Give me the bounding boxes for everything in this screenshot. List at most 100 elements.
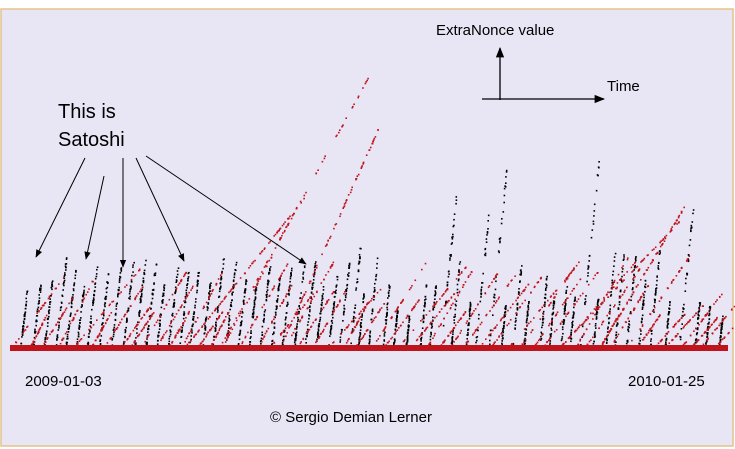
dot — [523, 343, 526, 346]
dot — [228, 333, 230, 336]
dot — [158, 328, 161, 330]
dot — [376, 262, 378, 265]
dot — [63, 279, 66, 282]
dot — [515, 314, 518, 316]
dot — [47, 297, 50, 300]
dot — [180, 279, 183, 282]
dot — [301, 281, 304, 283]
dot — [123, 315, 125, 318]
dot — [545, 278, 548, 281]
dot — [138, 334, 140, 337]
dot — [665, 338, 668, 341]
dot — [643, 272, 646, 275]
dot — [587, 317, 589, 320]
dot — [406, 336, 409, 339]
dot — [142, 281, 145, 284]
dot — [433, 303, 436, 306]
dot — [395, 310, 397, 312]
dot — [102, 311, 105, 313]
dot — [652, 309, 655, 311]
dot — [36, 333, 39, 335]
dot — [35, 315, 38, 317]
dot — [628, 324, 631, 326]
dot — [423, 309, 425, 312]
dot — [563, 310, 566, 313]
dot — [169, 322, 172, 325]
dot — [455, 338, 457, 341]
dot — [220, 276, 223, 278]
dot — [457, 321, 459, 323]
dots — [15, 77, 735, 348]
dot — [210, 292, 213, 295]
dot — [384, 331, 386, 334]
dot — [73, 284, 75, 287]
dot — [567, 297, 569, 299]
dot — [706, 335, 709, 337]
dot — [429, 338, 432, 341]
dot — [404, 339, 406, 341]
dot — [422, 321, 425, 324]
dot — [390, 337, 392, 340]
dot — [281, 332, 283, 334]
dot — [177, 330, 180, 332]
dot — [154, 272, 157, 274]
dot — [398, 327, 400, 329]
dot — [186, 287, 188, 289]
dot — [414, 279, 417, 282]
dot — [493, 342, 495, 344]
dot — [715, 318, 718, 320]
dot — [551, 317, 554, 320]
dot — [386, 303, 389, 306]
dot — [595, 306, 598, 308]
dot — [92, 302, 94, 305]
dot — [329, 237, 331, 239]
dot — [366, 303, 368, 306]
dot — [108, 314, 111, 317]
dot — [412, 329, 415, 331]
dot — [184, 296, 187, 298]
dot — [387, 291, 390, 294]
dot — [564, 301, 566, 303]
dot — [180, 331, 183, 333]
dot — [43, 302, 46, 304]
dot — [719, 341, 722, 343]
dot — [400, 301, 403, 304]
dot — [130, 280, 133, 283]
dot — [505, 182, 507, 184]
dot — [671, 280, 673, 283]
dot — [72, 297, 74, 300]
dot — [188, 341, 190, 344]
dot — [524, 334, 526, 336]
dot — [228, 315, 231, 317]
dot — [386, 341, 389, 344]
dot — [472, 333, 474, 336]
dot — [476, 336, 479, 338]
dot — [171, 342, 173, 344]
dot — [147, 331, 149, 333]
dot — [233, 322, 235, 325]
dot — [631, 271, 633, 273]
dot — [174, 337, 176, 339]
dot — [227, 312, 229, 314]
dot — [249, 337, 252, 340]
dot — [595, 316, 598, 318]
dot — [66, 338, 68, 340]
dot — [698, 323, 700, 326]
dot — [88, 336, 90, 338]
dot — [143, 273, 146, 275]
dot — [686, 258, 689, 260]
dot — [674, 335, 677, 337]
dot — [561, 338, 563, 340]
dot — [104, 296, 107, 298]
dot — [356, 175, 359, 177]
dot — [333, 304, 335, 307]
dot — [358, 254, 361, 256]
dot — [181, 304, 183, 306]
dot — [485, 313, 488, 316]
dot — [344, 299, 346, 301]
dot — [281, 224, 284, 227]
dot — [352, 329, 355, 332]
dot — [92, 304, 94, 306]
dot — [67, 331, 70, 333]
dot — [722, 315, 724, 318]
